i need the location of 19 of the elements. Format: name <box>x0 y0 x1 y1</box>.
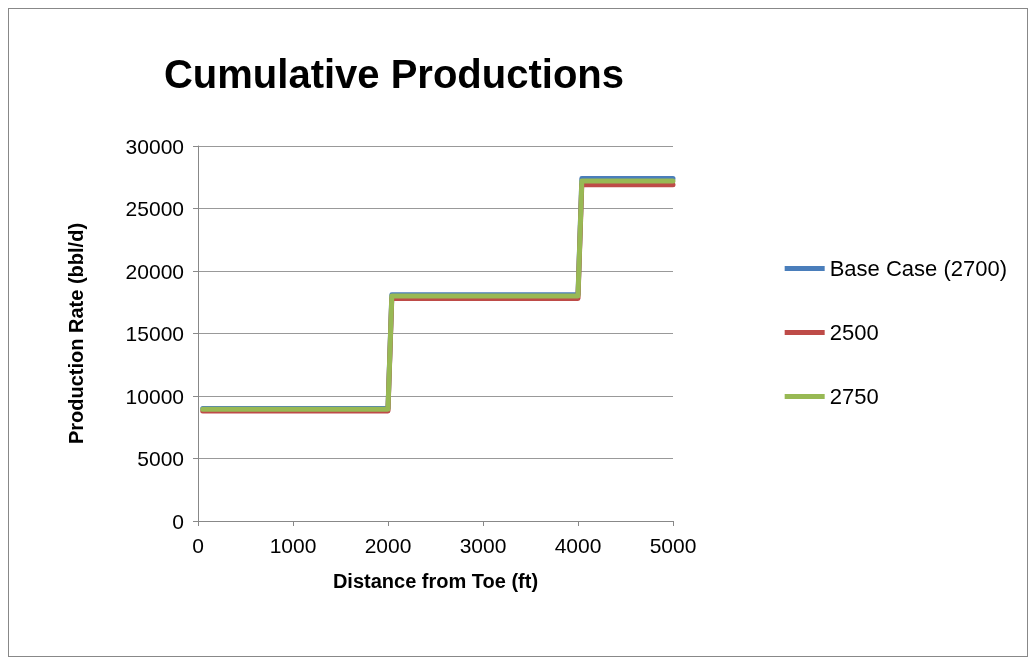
x-tick-label: 5000 <box>649 534 697 557</box>
x-tick-label: 3000 <box>459 534 507 557</box>
x-axis-title: Distance from Toe (ft) <box>332 570 539 592</box>
x-tick-label: 0 <box>192 534 204 557</box>
legend-label: 2500 <box>829 320 879 345</box>
y-tick-label: 10000 <box>125 384 184 408</box>
x-tick-label: 4000 <box>554 534 602 557</box>
legend-label: 2750 <box>829 384 879 409</box>
y-tick-label: 20000 <box>125 259 184 283</box>
y-tick-label: 25000 <box>125 197 184 220</box>
x-tick-label: 1000 <box>269 534 317 557</box>
y-tick-label: 5000 <box>137 447 184 470</box>
y-tick-label: 15000 <box>125 322 184 345</box>
chart-title: Cumulative Productions <box>163 52 625 96</box>
y-tick-label: 0 <box>172 509 184 533</box>
y-tick-label: 30000 <box>125 134 184 158</box>
y-axis-title: Production Rate (bbl/d) <box>65 222 87 445</box>
legend-label: Base Case (2700) <box>829 256 1008 281</box>
x-tick-label: 2000 <box>364 534 412 557</box>
